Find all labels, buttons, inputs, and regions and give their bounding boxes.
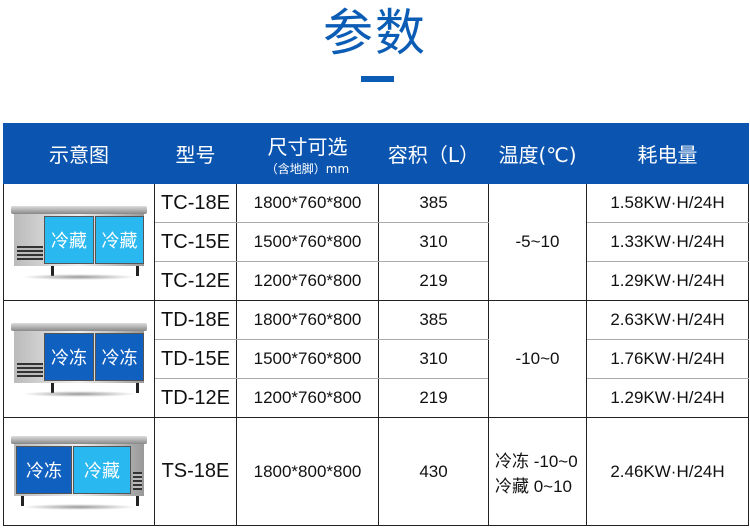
size-cell: 1800*800*800 (236, 417, 379, 526)
header-image: 示意图 (3, 123, 155, 184)
door-label: 冷冻 (95, 333, 144, 381)
header-volume: 容积（L） (378, 123, 489, 184)
header-temp: 温度(℃) (488, 123, 587, 184)
door-label: 冷冻 (44, 333, 94, 381)
temp-chill: 冷藏 0~10 (495, 476, 573, 496)
power-cell: 1.33KW·H/24H (586, 222, 749, 262)
temp-freeze: 冷冻 -10~0 (495, 451, 578, 471)
door-label: 冷藏 (44, 216, 94, 264)
volume-cell: 310 (378, 339, 489, 379)
size-cell: 1500*760*800 (236, 339, 379, 379)
table-row: 冷冻 冷藏 TS-18E 1800*800*800 430 冷冻 -10~0 冷藏… (3, 417, 749, 526)
table-header: 示意图 型号 尺寸可选 （含地脚）mm 容积（L） 温度(℃) 耗电量 (3, 123, 749, 184)
header-model: 型号 (154, 123, 237, 184)
table-row: TD-15E 1500*760*800 310 1.76KW·H/24H (4, 339, 749, 379)
temp-cell: 冷冻 -10~0 冷藏 0~10 (488, 417, 587, 526)
door-label: 冷冻 (16, 445, 72, 494)
table-row: TC-15E 1500*760*800 310 1.33KW·H/24H (4, 222, 749, 262)
table-row: TC-12E 1200*760*800 219 1.29KW·H/24H (4, 261, 749, 301)
table-row: TD-12E 1200*760*800 219 1.29KW·H/24H (4, 378, 749, 418)
header-size: 尺寸可选 （含地脚）mm (236, 123, 379, 184)
table-row: 冷冻 冷冻 TD-18E 1800*760*800 385 -10~0 2.63… (3, 300, 749, 418)
model-cell: TD-18E (154, 300, 237, 340)
door-label: 冷藏 (73, 445, 131, 494)
model-cell: TD-15E (154, 339, 237, 379)
title-underline (361, 76, 394, 82)
fridge-image-tc: 冷藏 冷藏 (3, 183, 155, 301)
model-cell: TC-18E (154, 183, 237, 223)
power-cell: 1.58KW·H/24H (586, 183, 749, 223)
temp-cell: -10~0 (488, 300, 587, 418)
volume-cell: 430 (378, 417, 489, 526)
header-power: 耗电量 (586, 123, 749, 184)
door-label: 冷藏 (95, 216, 144, 264)
header-size-note: （含地脚）mm (265, 161, 350, 176)
page-title: 参数 (323, 4, 427, 62)
spec-table: 示意图 型号 尺寸可选 （含地脚）mm 容积（L） 温度(℃) 耗电量 冷藏 冷藏… (3, 123, 749, 526)
model-cell: TC-12E (154, 261, 237, 301)
model-cell: TS-18E (154, 417, 237, 526)
temp-cell: -5~10 (488, 183, 587, 301)
power-cell: 2.46KW·H/24H (586, 417, 749, 526)
size-cell: 1800*760*800 (236, 183, 379, 223)
power-cell: 1.29KW·H/24H (586, 378, 749, 418)
header-size-label: 尺寸可选 (267, 134, 348, 159)
power-cell: 1.76KW·H/24H (586, 339, 749, 379)
volume-cell: 219 (378, 261, 489, 301)
power-cell: 1.29KW·H/24H (586, 261, 749, 301)
volume-cell: 385 (378, 183, 489, 223)
size-cell: 1500*760*800 (236, 222, 379, 262)
fridge-image-td: 冷冻 冷冻 (3, 300, 155, 418)
volume-cell: 385 (378, 300, 489, 340)
model-cell: TD-12E (154, 378, 237, 418)
size-cell: 1800*760*800 (236, 300, 379, 340)
model-cell: TC-15E (154, 222, 237, 262)
size-cell: 1200*760*800 (236, 261, 379, 301)
fridge-image-ts: 冷冻 冷藏 (3, 417, 155, 526)
size-cell: 1200*760*800 (236, 378, 379, 418)
volume-cell: 310 (378, 222, 489, 262)
power-cell: 2.63KW·H/24H (586, 300, 749, 340)
volume-cell: 219 (378, 378, 489, 418)
table-row: 冷藏 冷藏 TC-18E 1800*760*800 385 -5~10 1.58… (3, 183, 749, 301)
